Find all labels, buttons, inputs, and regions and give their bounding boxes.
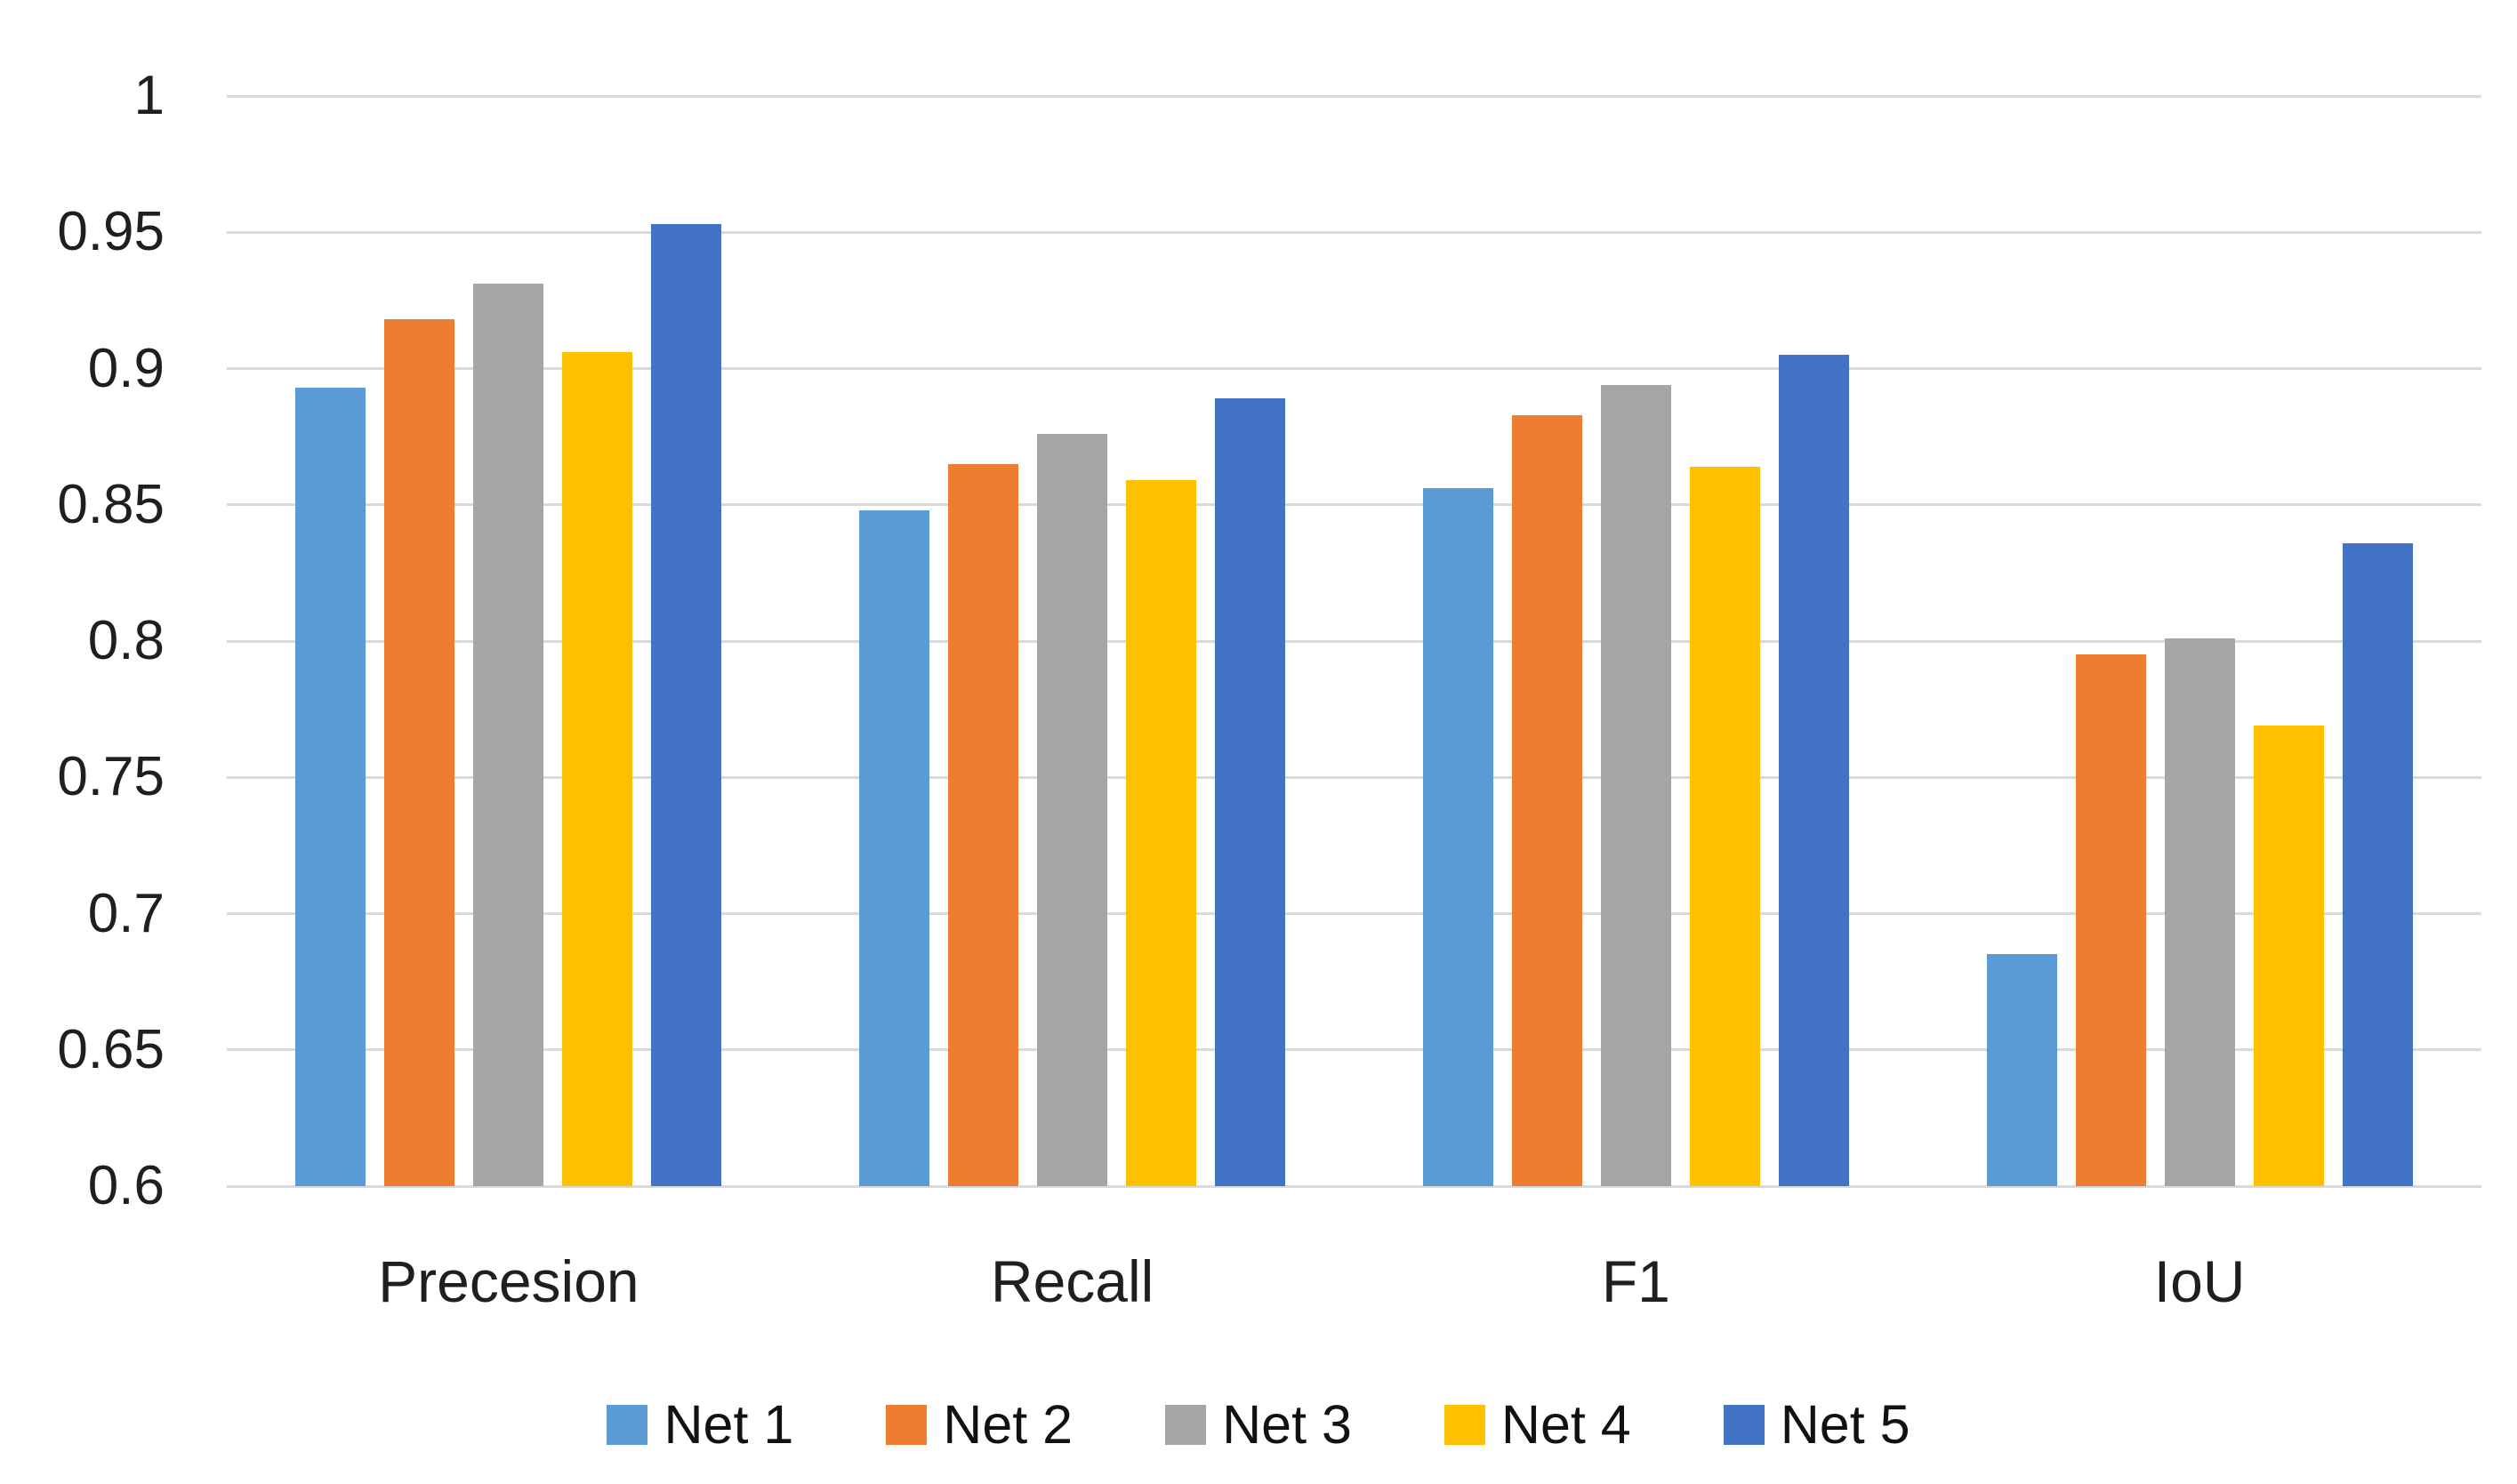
legend-label-net-4: Net 4 — [1500, 1394, 1631, 1455]
x-axis-label-recall: Recall — [990, 1248, 1154, 1314]
bar-net-3-precesion — [473, 284, 544, 1186]
bar-net-4-precesion — [562, 352, 633, 1186]
y-tick-label-0.85: 0.85 — [57, 473, 165, 535]
legend-item-net-3: Net 3 — [1165, 1398, 1352, 1452]
bar-net-2-precesion — [384, 319, 455, 1186]
gridline-0.85 — [227, 503, 2481, 507]
x-axis-label-precesion: Precesion — [378, 1248, 639, 1314]
chart-legend: Net 1 Net 2 Net 3 Net 4 Net 5 — [0, 1398, 2517, 1452]
legend-swatch-net-2 — [886, 1405, 928, 1445]
legend-label-net-3: Net 3 — [1222, 1394, 1352, 1455]
bar-net-1-recall — [859, 509, 930, 1186]
gridline-0.8 — [227, 639, 2481, 643]
bar-net-1-precesion — [295, 387, 366, 1186]
bar-net-2-f1 — [1511, 414, 1582, 1186]
legend-item-net-2: Net 2 — [886, 1398, 1073, 1452]
y-tick-label-1: 1 — [133, 65, 165, 126]
bar-net-4-recall — [1126, 480, 1197, 1186]
bar-net-4-f1 — [1689, 466, 1760, 1186]
bar-net-2-iou — [2075, 654, 2146, 1186]
gridline-0.7 — [227, 912, 2481, 915]
legend-swatch-net-4 — [1443, 1405, 1485, 1445]
legend-label-net-5: Net 5 — [1780, 1394, 1910, 1455]
gridline-0.65 — [227, 1048, 2481, 1052]
y-tick-label-0.6: 0.6 — [87, 1155, 165, 1216]
bar-net-2-recall — [948, 463, 1019, 1186]
gridline-0.75 — [227, 775, 2481, 779]
y-tick-label-0.95: 0.95 — [57, 201, 165, 263]
bar-net-4-iou — [2253, 726, 2324, 1186]
legend-item-net-4: Net 4 — [1443, 1394, 1631, 1455]
bar-net-1-f1 — [1422, 488, 1493, 1186]
y-tick-label-0.8: 0.8 — [87, 610, 165, 671]
bar-net-5-f1 — [1778, 355, 1849, 1186]
legend-label-net-1: Net 1 — [663, 1394, 794, 1455]
bar-net-5-iou — [2342, 542, 2413, 1186]
bar-net-1-iou — [1986, 954, 2057, 1186]
legend-swatch-net-3 — [1165, 1405, 1207, 1445]
x-axis-label-f1: F1 — [1601, 1248, 1670, 1314]
bar-net-3-f1 — [1600, 384, 1671, 1186]
gridline-0.9 — [227, 367, 2481, 370]
legend-item-net-1: Net 1 — [607, 1398, 793, 1452]
y-tick-label-0.65: 0.65 — [57, 1018, 165, 1080]
y-tick-label-0.75: 0.75 — [57, 746, 165, 808]
bar-net-5-precesion — [651, 224, 722, 1186]
bar-net-5-recall — [1215, 398, 1286, 1186]
gridline-0.95 — [227, 230, 2481, 234]
legend-swatch-net-1 — [607, 1405, 648, 1445]
bar-net-3-iou — [2164, 638, 2235, 1186]
gridline-0.6 — [227, 1184, 2481, 1188]
y-tick-label-0.7: 0.7 — [87, 882, 165, 944]
legend-item-net-5: Net 5 — [1723, 1394, 1910, 1455]
bar-net-3-recall — [1037, 434, 1108, 1186]
y-tick-label-0.9: 0.9 — [87, 337, 165, 399]
legend-label-net-2: Net 2 — [943, 1394, 1074, 1455]
x-axis-label-iou: IoU — [2153, 1248, 2246, 1314]
gridline-1 — [227, 94, 2481, 98]
legend-swatch-net-5 — [1723, 1405, 1765, 1445]
